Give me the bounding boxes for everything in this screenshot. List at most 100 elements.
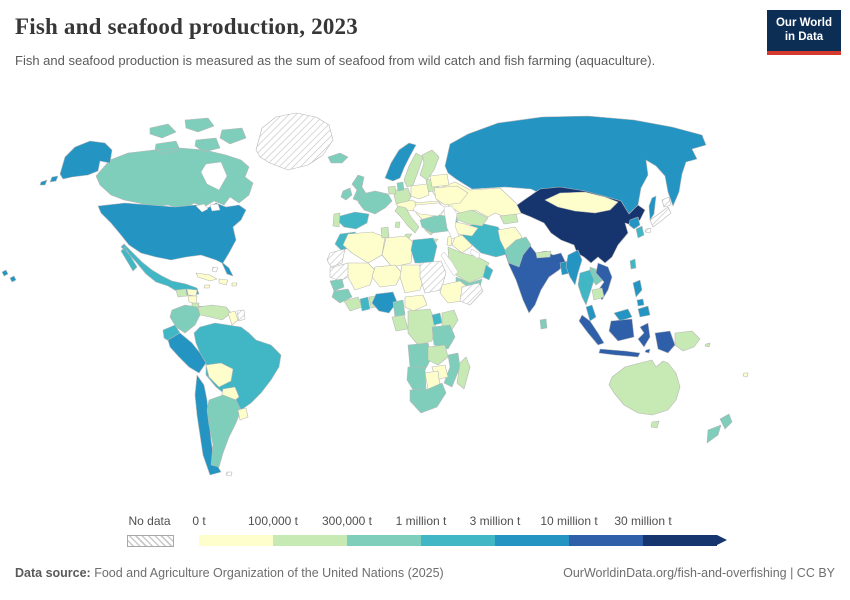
country-guatemala[interactable]	[175, 288, 188, 298]
country-benelux[interactable]	[387, 185, 397, 195]
legend-tick-label: 3 million t	[469, 514, 521, 528]
country-uganda[interactable]	[431, 312, 443, 326]
country-uzbekistan[interactable]	[454, 209, 489, 227]
country-nepal[interactable]	[535, 250, 552, 259]
country-ukraine[interactable]	[433, 185, 469, 206]
country-hispaniola[interactable]	[218, 278, 229, 286]
country-mozambique[interactable]	[443, 352, 461, 388]
legend-bin-swatch[interactable]	[273, 535, 347, 546]
country-philippines[interactable]	[632, 279, 651, 318]
country-belarus[interactable]	[429, 173, 450, 188]
country-peru[interactable]	[167, 332, 207, 374]
country-cameroon[interactable]	[392, 299, 406, 318]
legend-bin-swatch[interactable]	[569, 535, 643, 546]
country-italy[interactable]	[394, 205, 420, 239]
country-new-zealand[interactable]	[706, 413, 733, 444]
country-bahamas[interactable]	[211, 266, 219, 273]
red-sea	[440, 251, 459, 277]
country-ireland[interactable]	[340, 187, 353, 201]
country-thailand[interactable]	[577, 269, 595, 306]
legend-bin-swatch[interactable]	[643, 535, 717, 546]
owid-logo-red-bar	[767, 50, 841, 55]
country-uruguay[interactable]	[237, 407, 249, 421]
country-algeria[interactable]	[342, 231, 386, 264]
country-madagascar[interactable]	[456, 356, 471, 390]
country-jamaica[interactable]	[203, 284, 211, 289]
legend-no-data-swatch[interactable]	[127, 535, 174, 547]
country-taiwan[interactable]	[629, 258, 637, 270]
country-mauritania[interactable]	[329, 262, 353, 282]
country-libya[interactable]	[381, 235, 414, 268]
country-portugal[interactable]	[332, 212, 341, 228]
country-ghana[interactable]	[359, 296, 371, 312]
country-puerto-rico[interactable]	[231, 282, 238, 287]
country-dr-congo[interactable]	[407, 308, 437, 346]
country-australia[interactable]	[608, 359, 681, 429]
country-suriname[interactable]	[236, 309, 246, 322]
country-spain[interactable]	[337, 211, 370, 230]
country-malaysia[interactable]	[585, 304, 633, 322]
country-senegal[interactable]	[329, 278, 345, 292]
legend-tick-label: 10 million t	[540, 514, 598, 528]
country-myanmar[interactable]	[565, 249, 583, 286]
country-north-korea[interactable]	[628, 216, 641, 230]
country-somalia[interactable]	[459, 282, 484, 306]
country-united-states[interactable]	[1, 140, 247, 283]
legend-bin-swatch[interactable]	[347, 535, 421, 546]
country-congo-gabon[interactable]	[391, 314, 409, 332]
country-mongolia[interactable]	[544, 191, 619, 214]
country-denmark[interactable]	[396, 181, 405, 192]
country-falkland-islands[interactable]	[225, 471, 233, 477]
country-france[interactable]	[357, 190, 393, 215]
country-indonesia[interactable]	[578, 314, 676, 358]
footer-link[interactable]: OurWorldinData.org/fish-and-overfishing …	[563, 566, 835, 580]
country-western-sahara[interactable]	[326, 248, 346, 268]
country-south-korea[interactable]	[635, 225, 645, 239]
legend-no-data-label: No data	[128, 514, 171, 528]
country-solomon-islands[interactable]	[704, 342, 711, 348]
legend-tick-label: 100,000 t	[247, 514, 299, 528]
country-sweden[interactable]	[403, 152, 424, 188]
country-colombia[interactable]	[169, 304, 201, 334]
country-kyrgyzstan-tajikistan[interactable]	[499, 213, 519, 225]
country-mali[interactable]	[347, 262, 376, 291]
country-central-african-republic[interactable]	[404, 294, 428, 312]
country-venezuela[interactable]	[197, 304, 232, 321]
country-tanzania[interactable]	[431, 324, 456, 350]
legend-tick-label: 300,000 t	[321, 514, 373, 528]
country-cambodia[interactable]	[591, 287, 605, 301]
legend-bin-swatch[interactable]	[495, 535, 569, 546]
country-sri-lanka[interactable]	[539, 318, 548, 330]
legend-bin-swatch[interactable]	[199, 535, 273, 546]
country-japan[interactable]	[644, 196, 672, 234]
country-egypt[interactable]	[410, 237, 438, 264]
country-fiji[interactable]	[742, 372, 749, 378]
country-south-africa[interactable]	[409, 382, 447, 414]
country-nigeria[interactable]	[371, 291, 398, 314]
country-finland[interactable]	[419, 149, 440, 181]
country-iceland[interactable]	[327, 152, 349, 164]
country-pakistan[interactable]	[504, 236, 532, 268]
country-norway[interactable]	[384, 142, 417, 182]
country-greenland[interactable]	[255, 112, 334, 171]
country-guinea[interactable]	[331, 288, 353, 304]
country-cuba[interactable]	[195, 272, 218, 282]
country-canada[interactable]	[95, 117, 254, 211]
country-chile[interactable]	[194, 374, 222, 476]
country-bolivia[interactable]	[205, 362, 234, 388]
map-legend: No data 0 t 100,000 t 300,000 t 1 million t 3…	[0, 514, 850, 550]
country-zambia[interactable]	[427, 344, 449, 366]
country-angola[interactable]	[407, 342, 433, 371]
legend-bin-swatch[interactable]	[421, 535, 495, 546]
data-source-text: Food and Agriculture Organization of the…	[90, 566, 444, 580]
country-oman[interactable]	[482, 264, 494, 281]
country-papua-new-guinea[interactable]	[674, 330, 701, 352]
country-argentina[interactable]	[206, 394, 242, 468]
country-niger[interactable]	[371, 264, 403, 288]
country-tunisia[interactable]	[380, 226, 390, 239]
owid-logo[interactable]: Our World in Data	[767, 10, 841, 55]
country-poland[interactable]	[410, 183, 430, 200]
country-guyana[interactable]	[227, 310, 239, 326]
country-honduras[interactable]	[186, 288, 198, 297]
